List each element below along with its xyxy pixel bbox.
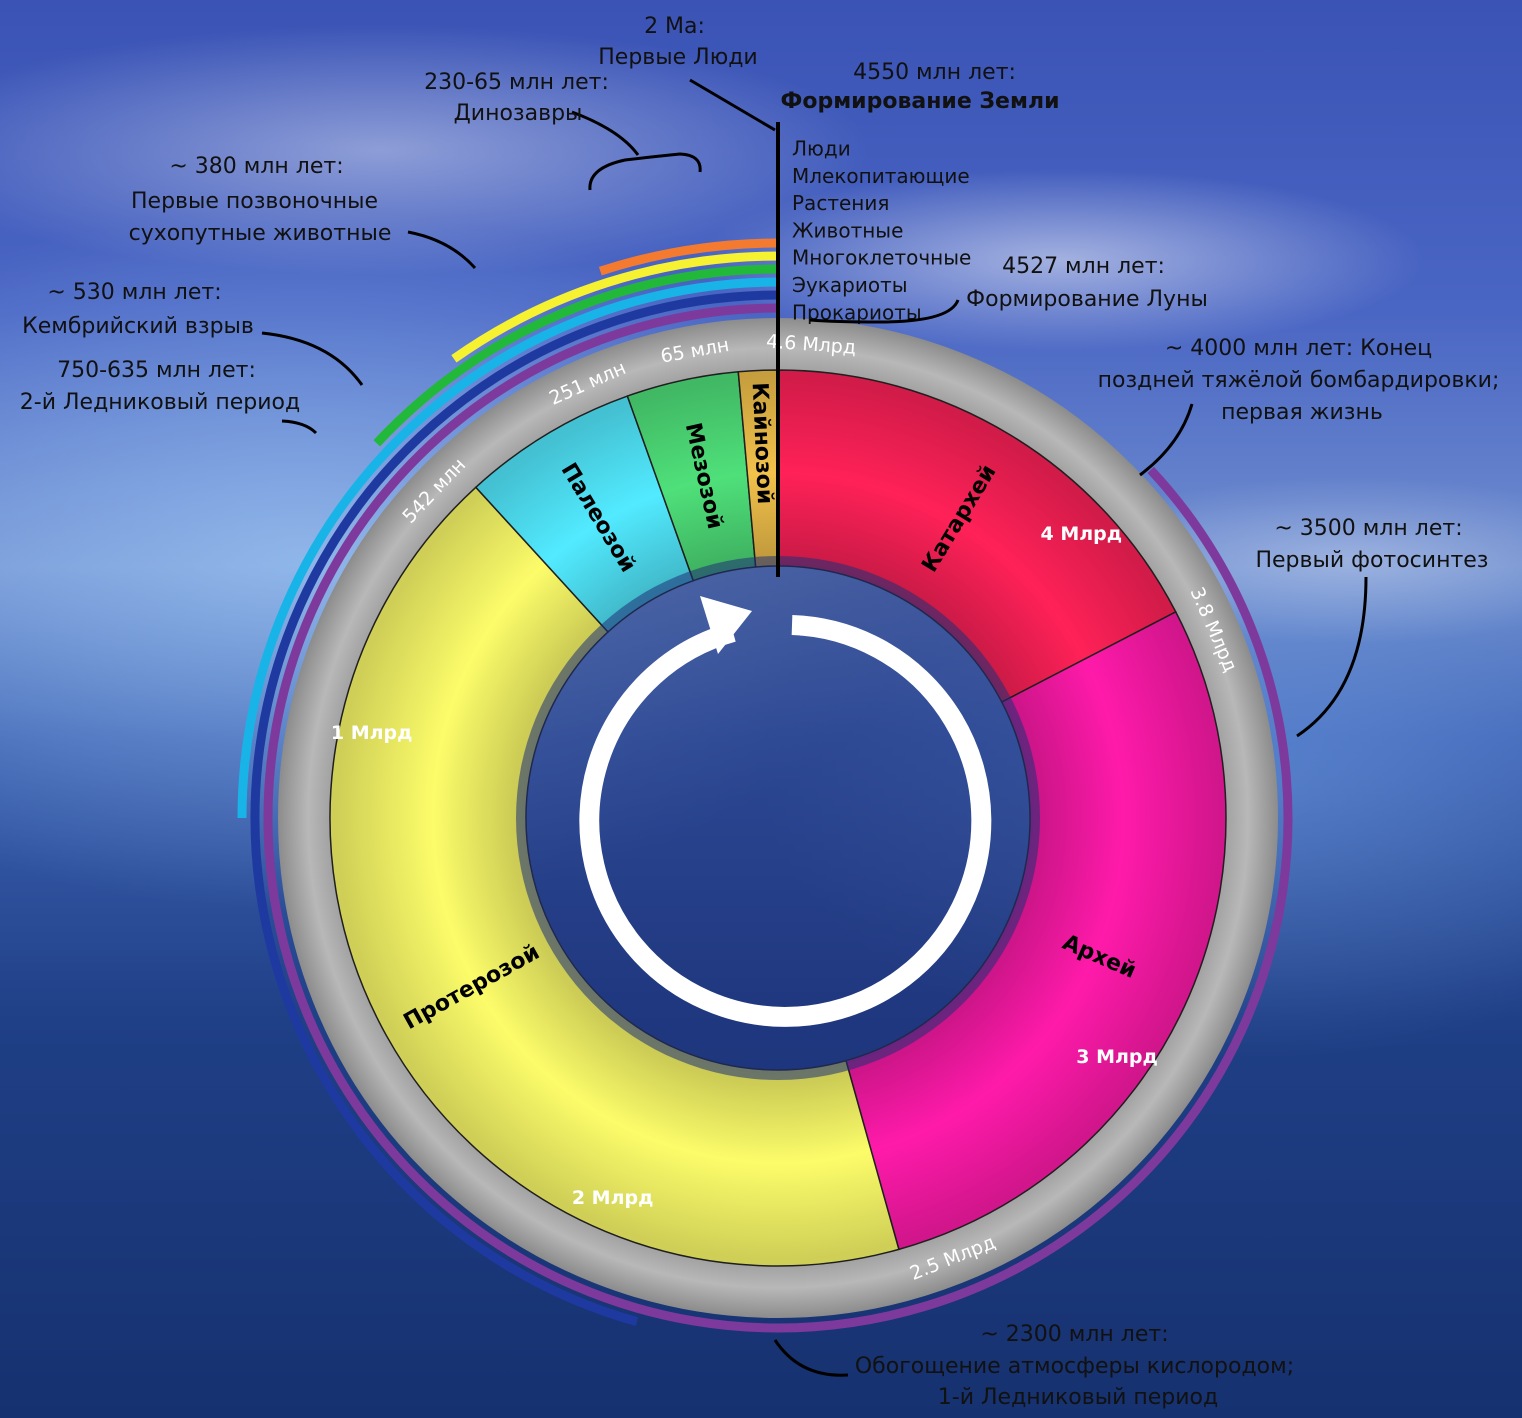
legend-item: Млекопитающие: [792, 164, 970, 188]
annotation-photosynthesis: ~ 3500 млн лет: Первый фотосинтез: [1255, 516, 1488, 573]
legend-item: Животные: [792, 218, 903, 242]
legend-item: Растения: [792, 191, 889, 215]
annotation-leaders: [261, 78, 1368, 1377]
annotation-oxygenation: ~ 2300 млн лет: Обогощение атмосферы кис…: [855, 1322, 1301, 1410]
annotation-cambrian: ~ 530 млн лет: Кембрийский взрыв: [22, 280, 254, 339]
annotation-tetrapods: ~ 380 млн лет: Первые позвоночные сухопу…: [129, 154, 392, 246]
inner-tick-label: 2 Млрд: [572, 1187, 654, 1209]
life-legend: Люди Млекопитающие Растения Животные Многокл…: [792, 137, 971, 325]
leader-cambrian: [261, 331, 364, 386]
inner-tick-label: 4 Млрд: [1040, 523, 1122, 545]
life-arc: [263, 303, 1293, 1333]
annotation-line: ~ 4000 млн лет: Конец: [1165, 336, 1432, 361]
annotation-line: Формирование Земли: [781, 89, 1060, 114]
annotation-line: Кембрийский взрыв: [22, 314, 254, 339]
annotation-line: 4550 млн лет:: [853, 60, 1016, 85]
era-label: Кайнозой: [747, 382, 777, 505]
leader-moon: [809, 299, 960, 324]
annotation-line: ~ 3500 млн лет:: [1274, 516, 1462, 541]
annotation-line: первая жизнь: [1221, 400, 1383, 425]
inner-tick-label: 1 Млрд: [331, 722, 413, 744]
inner-ticks: 4 Млрд 3 Млрд 2 Млрд 1 Млрд: [331, 523, 1158, 1209]
annotations: 2 Ма: Первые Люди 4550 млн лет: Формиров…: [20, 14, 1507, 1410]
leader-ice-age-2: [281, 419, 318, 435]
annotation-line: ~ 2300 млн лет:: [980, 1322, 1168, 1347]
annotation-line: 2-й Ледниковый период: [20, 390, 300, 415]
annotation-line: Первые позвоночные: [131, 189, 378, 214]
annotation-line: 750-635 млн лет:: [57, 358, 256, 383]
life-arc: [237, 277, 779, 819]
annotation-line: ~ 380 млн лет:: [169, 154, 343, 179]
life-arc: [451, 251, 779, 363]
annotation-line: сухопутные животные: [129, 221, 392, 246]
leader-oxygenation: [773, 1339, 849, 1377]
leader-first-humans: [689, 78, 776, 132]
annotation-line: Формирование Луны: [966, 287, 1208, 312]
annotation-line: 2 Ма:: [644, 14, 705, 39]
annotation-first-humans: 2 Ма: Первые Люди: [598, 14, 757, 70]
legend-item: Эукариоты: [792, 273, 908, 297]
annotation-first-life: ~ 4000 млн лет: Конец поздней тяжёлой бо…: [1098, 336, 1507, 425]
annotation-line: 4527 млн лет:: [1002, 254, 1165, 279]
life-arc: [373, 264, 779, 447]
annotation-line: ~ 530 млн лет:: [47, 280, 221, 305]
annotation-earth-formation: 4550 млн лет: Формирование Земли: [781, 60, 1060, 114]
leader-dinosaurs: [571, 110, 640, 156]
annotation-line: поздней тяжёлой бомбардировки;: [1098, 368, 1500, 393]
life-arc: [250, 290, 779, 1326]
legend-item: Многоклеточные: [792, 246, 971, 270]
annotation-line: Динозавры: [454, 101, 583, 126]
brace-dinosaurs: [588, 152, 702, 191]
life-arcs: [237, 238, 1293, 1333]
annotation-line: 1-й Ледниковый период: [938, 1385, 1218, 1410]
leader-tetrapods: [407, 230, 477, 269]
life-arc: [598, 238, 779, 276]
annotation-ice-age-2: 750-635 млн лет: 2-й Ледниковый период: [20, 358, 300, 415]
annotation-line: Первый фотосинтез: [1255, 548, 1488, 573]
annotation-line: Обогощение атмосферы кислородом;: [855, 1354, 1294, 1379]
inner-tick-label: 3 Млрд: [1076, 1046, 1158, 1068]
annotation-dinosaurs: 230-65 млн лет: Динозавры: [424, 70, 616, 126]
annotation-moon: 4527 млн лет: Формирование Луны: [966, 254, 1208, 312]
annotation-line: Первые Люди: [598, 45, 757, 70]
leader-photosynthesis: [1296, 576, 1368, 738]
annotation-line: 230-65 млн лет:: [424, 70, 609, 95]
clockwise-arrow-icon: [579, 596, 992, 1027]
leader-first-life: [1139, 403, 1194, 477]
legend-item: Люди: [792, 137, 851, 161]
